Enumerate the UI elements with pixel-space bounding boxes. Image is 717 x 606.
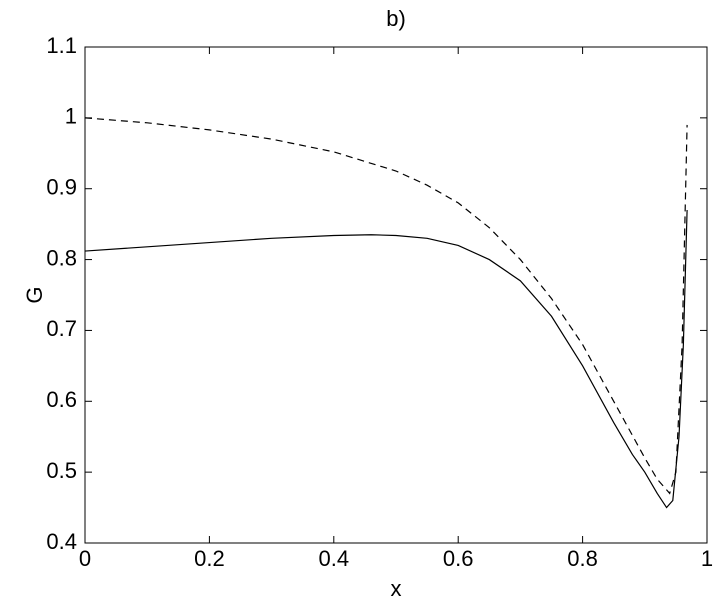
x-tick-label: 1 (701, 546, 713, 571)
chart-title: b) (386, 6, 406, 31)
y-tick-label: 0.9 (46, 175, 77, 200)
x-tick-label: 0.6 (443, 546, 474, 571)
y-tick-label: 0.4 (46, 529, 77, 554)
y-tick-label: 0.8 (46, 245, 77, 270)
y-tick-label: 0.5 (46, 458, 77, 483)
x-tick-label: 0 (79, 546, 91, 571)
y-tick-label: 0.7 (46, 316, 77, 341)
y-tick-label: 1.1 (46, 33, 77, 58)
x-tick-label: 0.8 (567, 546, 598, 571)
x-tick-label: 0.4 (319, 546, 350, 571)
series-line (84, 117, 688, 495)
series-line (84, 209, 688, 509)
y-tick-label: 0.6 (46, 387, 77, 412)
y-axis-label: G (22, 286, 47, 303)
plot-frame (84, 46, 708, 544)
y-tick-label: 1 (65, 104, 77, 129)
x-tick-label: 0.2 (194, 546, 225, 571)
x-axis-label: x (391, 576, 402, 601)
